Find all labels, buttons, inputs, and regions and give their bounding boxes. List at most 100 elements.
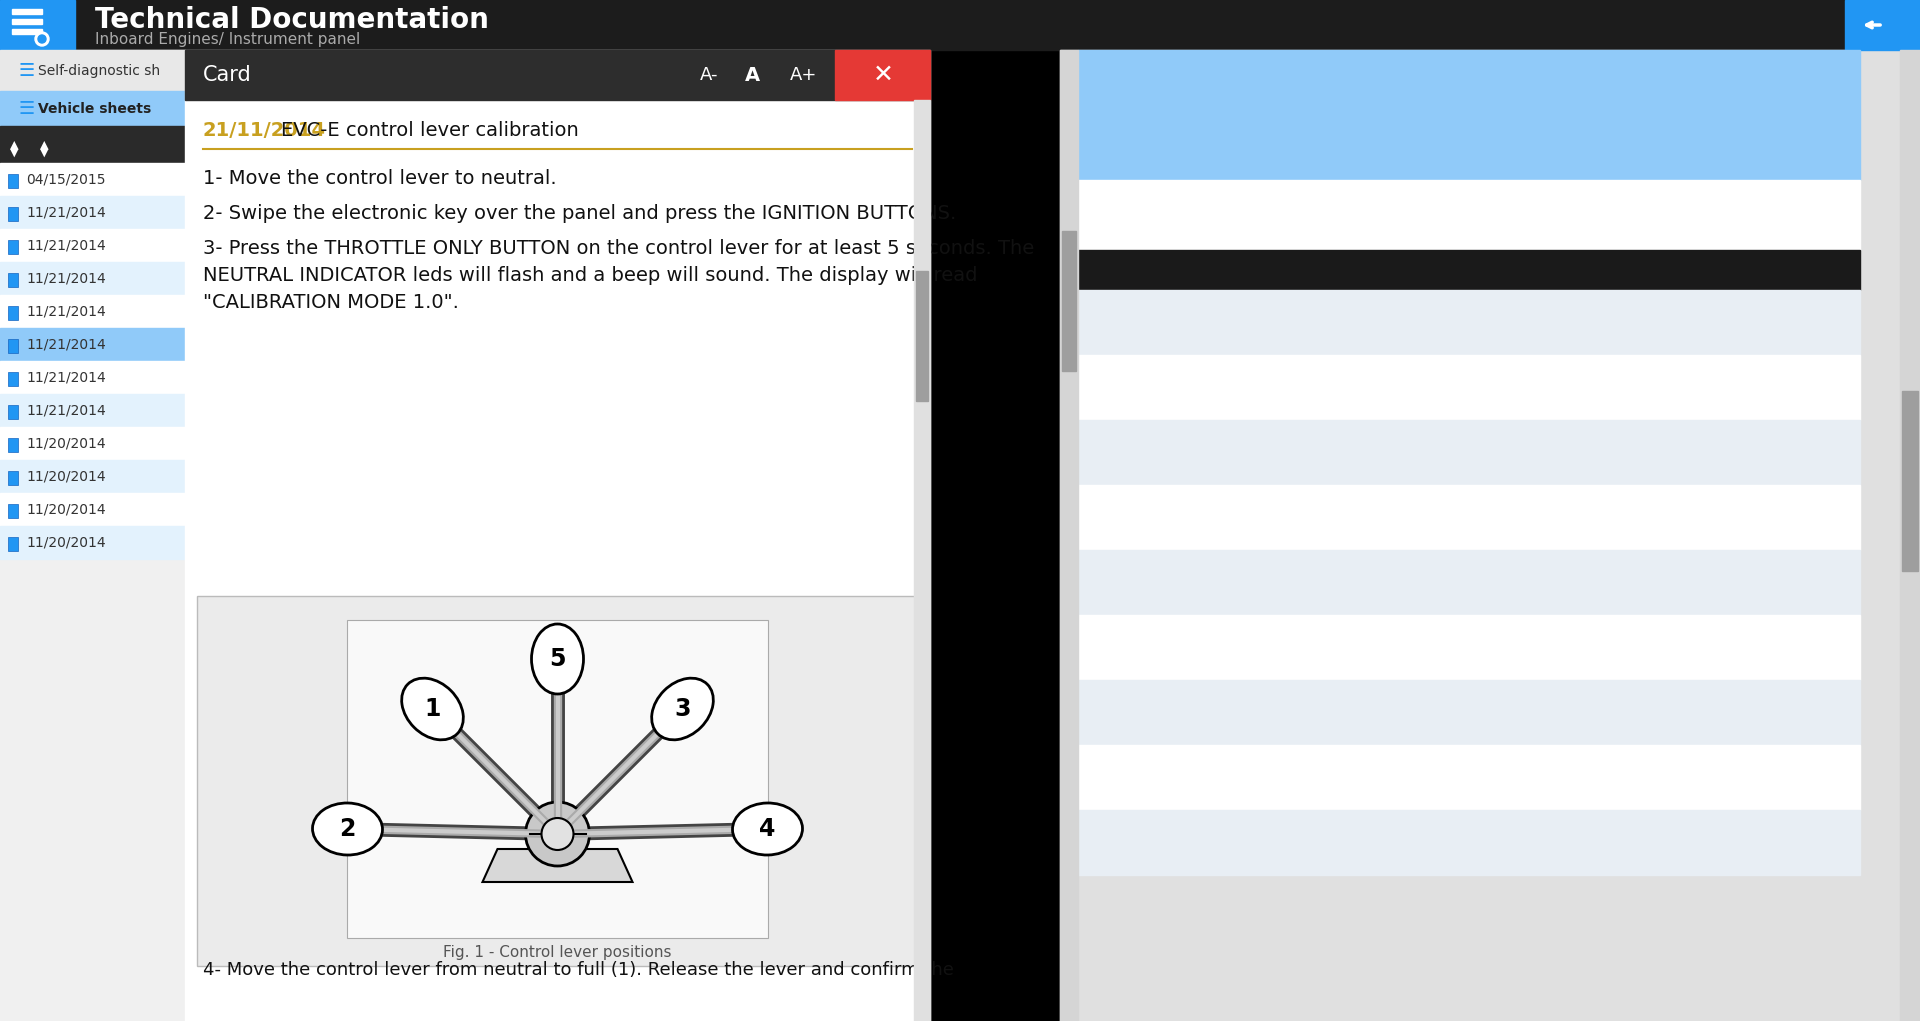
Bar	[12, 19, 42, 25]
Bar	[8, 405, 17, 419]
Text: 11/21/2014: 11/21/2014	[27, 371, 106, 385]
Bar	[1077, 420, 1860, 485]
Bar	[8, 273, 17, 287]
Bar	[0, 460, 184, 493]
Circle shape	[526, 803, 589, 866]
Bar	[8, 471, 17, 485]
Text: 2: 2	[340, 817, 355, 841]
Text: ▲: ▲	[10, 140, 19, 150]
Text: 04/15/2015: 04/15/2015	[27, 173, 106, 187]
Bar	[1077, 250, 1860, 290]
Text: 4- Move the control lever from neutral to full (1). Release the lever and confir: 4- Move the control lever from neutral t…	[204, 961, 954, 979]
Text: 2- Swipe the electronic key over the panel and press the IGNITION BUTTONS.: 2- Swipe the electronic key over the pan…	[204, 204, 956, 223]
Bar	[1903, 391, 1918, 571]
Bar	[8, 504, 17, 518]
Bar	[1901, 50, 1920, 1021]
Bar	[0, 526, 184, 560]
Bar	[8, 537, 17, 551]
Bar	[0, 196, 184, 229]
Bar	[1062, 231, 1075, 371]
Bar	[0, 394, 184, 427]
Bar	[8, 372, 17, 386]
Text: A-: A-	[701, 66, 718, 84]
Text: 5: 5	[549, 647, 566, 671]
Bar	[0, 427, 184, 460]
Bar	[8, 240, 17, 254]
Text: "CALIBRATION MODE 1.0".: "CALIBRATION MODE 1.0".	[204, 293, 459, 312]
Text: 3- Press the THROTTLE ONLY BUTTON on the control lever for at least 5 seconds. T: 3- Press the THROTTLE ONLY BUTTON on the…	[204, 239, 1035, 258]
Text: 11/21/2014: 11/21/2014	[27, 403, 106, 418]
Text: 1: 1	[424, 697, 442, 721]
Text: 11/21/2014: 11/21/2014	[27, 239, 106, 252]
Bar	[0, 493, 184, 526]
Bar	[8, 207, 17, 221]
Bar	[0, 295, 184, 328]
Bar	[0, 262, 184, 295]
Bar	[1077, 680, 1860, 745]
Bar	[1060, 50, 1077, 1021]
Bar	[1077, 485, 1860, 550]
Ellipse shape	[651, 678, 714, 740]
Ellipse shape	[313, 803, 382, 855]
Circle shape	[35, 32, 50, 46]
Bar	[835, 50, 929, 100]
Text: A: A	[745, 65, 760, 85]
Text: 11/21/2014: 11/21/2014	[27, 205, 106, 220]
Bar	[1060, 50, 1920, 1021]
Bar	[1077, 810, 1860, 875]
Bar	[0, 91, 184, 126]
Bar	[184, 50, 929, 1021]
Bar	[1845, 0, 1920, 50]
Bar	[8, 174, 17, 188]
Text: 11/20/2014: 11/20/2014	[27, 502, 106, 517]
Bar	[0, 50, 184, 91]
Text: ▲: ▲	[40, 140, 48, 150]
Bar	[198, 596, 918, 966]
Bar	[1077, 290, 1860, 355]
Text: 4: 4	[758, 817, 776, 841]
Ellipse shape	[401, 678, 463, 740]
Bar	[0, 163, 184, 196]
Text: Self-diagnostic sh: Self-diagnostic sh	[38, 64, 159, 78]
Bar	[0, 229, 184, 262]
Bar	[8, 438, 17, 452]
Text: NEUTRAL INDICATOR leds will flash and a beep will sound. The display will read: NEUTRAL INDICATOR leds will flash and a …	[204, 266, 977, 285]
Text: 11/20/2014: 11/20/2014	[27, 470, 106, 484]
Text: 21/11/2014: 21/11/2014	[204, 121, 326, 140]
Text: Vehicle sheets: Vehicle sheets	[38, 102, 152, 116]
Text: 1- Move the control lever to neutral.: 1- Move the control lever to neutral.	[204, 169, 557, 188]
Text: Inboard Engines/ Instrument panel: Inboard Engines/ Instrument panel	[94, 32, 361, 47]
Bar	[12, 29, 42, 34]
Circle shape	[541, 818, 574, 850]
Text: ☰: ☰	[17, 100, 35, 118]
Ellipse shape	[733, 803, 803, 855]
Bar	[0, 328, 184, 361]
Bar	[0, 0, 75, 50]
Text: EVC-E control lever calibration: EVC-E control lever calibration	[280, 121, 578, 140]
Ellipse shape	[532, 624, 584, 694]
Bar	[8, 339, 17, 353]
Text: 11/20/2014: 11/20/2014	[27, 535, 106, 549]
Bar	[184, 50, 929, 100]
Text: ▼: ▼	[10, 148, 19, 158]
Bar	[1077, 355, 1860, 420]
Bar	[8, 306, 17, 320]
Bar	[916, 271, 927, 401]
Bar	[914, 100, 929, 1021]
Text: A+: A+	[789, 66, 818, 84]
Text: ✕: ✕	[872, 63, 893, 87]
Text: Fig. 1 - Control lever positions: Fig. 1 - Control lever positions	[444, 944, 672, 960]
Text: ▼: ▼	[40, 148, 48, 158]
Text: 11/21/2014: 11/21/2014	[27, 272, 106, 286]
Text: 11/21/2014: 11/21/2014	[27, 338, 106, 351]
Bar	[1077, 180, 1860, 250]
Bar	[1077, 50, 1860, 180]
Bar	[0, 0, 1920, 50]
Text: ☰: ☰	[17, 62, 35, 80]
Bar	[348, 620, 768, 938]
Bar	[0, 50, 184, 1021]
Text: Card: Card	[204, 65, 252, 85]
Bar	[0, 361, 184, 394]
Bar	[0, 126, 184, 163]
Text: 11/20/2014: 11/20/2014	[27, 437, 106, 450]
